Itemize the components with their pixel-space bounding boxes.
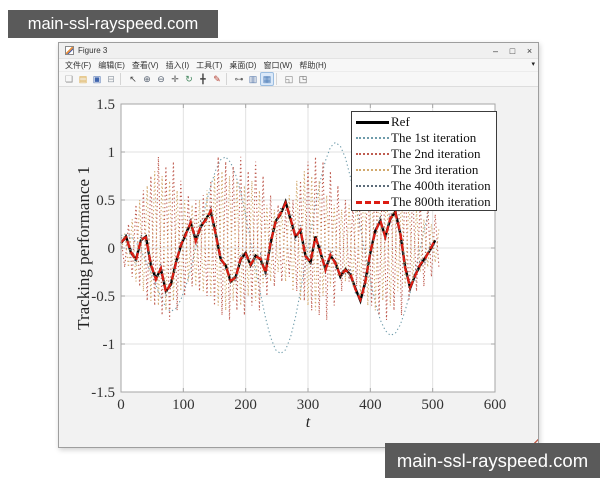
insert-colorbar-icon[interactable]: ▥ bbox=[248, 74, 258, 84]
window-titlebar[interactable]: Figure 3 – □ × bbox=[59, 43, 538, 59]
y-tick-label: -1 bbox=[103, 337, 116, 353]
legend-label: The 400th iteration bbox=[391, 178, 491, 193]
menu-item-help[interactable]: 帮助(H) bbox=[299, 60, 327, 70]
edit-plot-icon[interactable]: ↖ bbox=[129, 74, 137, 84]
watermark-bottom-right: main-ssl-rayspeed.com bbox=[385, 443, 600, 478]
legend-item: Ref bbox=[356, 114, 496, 130]
legend-line-sample-iter3 bbox=[356, 169, 389, 171]
x-tick-label: 0 bbox=[117, 397, 125, 413]
legend-item: The 800th iteration bbox=[356, 194, 496, 210]
open-file-icon[interactable]: ▤ bbox=[78, 74, 88, 84]
window-controls: – □ × bbox=[487, 43, 538, 58]
insert-legend-icon[interactable]: ▦ bbox=[260, 72, 274, 86]
legend-label: The 1st iteration bbox=[391, 130, 477, 145]
zoom-out-icon[interactable]: ⊖ bbox=[157, 74, 165, 84]
zoom-in-icon[interactable]: ⊕ bbox=[143, 74, 151, 84]
menu-item-window[interactable]: 窗口(W) bbox=[263, 60, 293, 70]
x-tick-label: 200 bbox=[234, 397, 257, 413]
y-tick-label: -1.5 bbox=[91, 385, 115, 401]
menu-item-tools[interactable]: 工具(T) bbox=[196, 60, 223, 70]
menu-item-edit[interactable]: 编辑(E) bbox=[98, 60, 125, 70]
y-tick-label: 0 bbox=[108, 241, 116, 257]
menu-item-file[interactable]: 文件(F) bbox=[65, 60, 92, 70]
close-button[interactable]: × bbox=[526, 45, 533, 56]
menu-bar: 文件(F) 编辑(E) 查看(V) 插入(I) 工具(T) 桌面(D) 窗口(W… bbox=[59, 59, 538, 72]
x-tick-label: 600 bbox=[484, 397, 507, 413]
legend-label: The 3rd iteration bbox=[391, 162, 479, 177]
toolbar: ❏ ▤ ▣ ⊟ ↖ ⊕ ⊖ ✛ ↻ ╋ ✎ ⊶ ▥ ▦ ◱ ◳ bbox=[59, 72, 538, 87]
series-iter800 bbox=[120, 199, 437, 303]
toolbar-separator bbox=[120, 73, 124, 85]
legend-line-sample-iter800 bbox=[356, 200, 389, 204]
legend-item: The 2nd iteration bbox=[356, 146, 496, 162]
menu-item-insert[interactable]: 插入(I) bbox=[165, 60, 190, 70]
dock-figure-icon[interactable]: ◱ bbox=[284, 74, 294, 84]
x-tick-label: 300 bbox=[297, 397, 320, 413]
y-axis-label: Tracking performance 1 bbox=[74, 166, 93, 330]
y-tick-label: -0.5 bbox=[91, 289, 115, 305]
legend-line-sample-iter2 bbox=[356, 153, 389, 155]
y-tick-label: 0.5 bbox=[96, 193, 115, 209]
series-iter1 bbox=[120, 141, 436, 355]
x-tick-label: 400 bbox=[359, 397, 382, 413]
save-icon[interactable]: ▣ bbox=[92, 74, 102, 84]
legend-item: The 3rd iteration bbox=[356, 162, 496, 178]
legend-label: Ref bbox=[391, 114, 410, 129]
watermark-top-left: main-ssl-rayspeed.com bbox=[8, 10, 218, 38]
legend-label: The 2nd iteration bbox=[391, 146, 481, 161]
data-cursor-icon[interactable]: ╋ bbox=[200, 74, 206, 84]
x-axis-label: t bbox=[306, 414, 311, 431]
minimize-button[interactable]: – bbox=[492, 45, 498, 56]
resize-grip[interactable] bbox=[529, 438, 538, 447]
legend[interactable]: Ref The 1st iteration The 2nd iteration … bbox=[351, 111, 497, 211]
rotate-3d-icon[interactable]: ↻ bbox=[185, 74, 193, 84]
new-file-icon[interactable]: ❏ bbox=[64, 74, 74, 84]
matlab-figure-window: Figure 3 – □ × 文件(F) 编辑(E) 查看(V) 插入(I) 工… bbox=[58, 42, 539, 448]
y-tick-label: 1.5 bbox=[96, 97, 115, 113]
legend-line-sample-iter400 bbox=[356, 185, 389, 187]
link-plot-icon[interactable]: ⊶ bbox=[234, 74, 244, 84]
window-title: Figure 3 bbox=[78, 46, 108, 55]
menu-item-view[interactable]: 查看(V) bbox=[131, 60, 159, 70]
menu-item-desktop[interactable]: 桌面(D) bbox=[229, 60, 257, 70]
legend-item: The 1st iteration bbox=[356, 130, 496, 146]
legend-item: The 400th iteration bbox=[356, 178, 496, 194]
matlab-figure-icon bbox=[65, 46, 74, 55]
toolbar-separator bbox=[226, 73, 230, 85]
legend-label: The 800th iteration bbox=[391, 194, 491, 209]
x-tick-label: 100 bbox=[172, 397, 195, 413]
menu-overflow-icon[interactable]: ▾ bbox=[531, 61, 535, 68]
x-tick-label: 500 bbox=[421, 397, 444, 413]
print-icon[interactable]: ⊟ bbox=[107, 74, 115, 84]
legend-line-sample-ref bbox=[356, 120, 389, 124]
pan-icon[interactable]: ✛ bbox=[171, 74, 179, 84]
series-iter2 bbox=[120, 156, 440, 321]
figure-canvas: 0 100 200 300 400 500 600 -1.5 -1 -0.5 0 0.5 1 1.5 t Tr… bbox=[59, 87, 538, 447]
legend-line-sample-iter1 bbox=[356, 137, 389, 139]
y-tick-label: 1 bbox=[108, 145, 116, 161]
maximize-button[interactable]: □ bbox=[509, 45, 516, 56]
brush-icon[interactable]: ✎ bbox=[213, 74, 221, 84]
undock-figure-icon[interactable]: ◳ bbox=[298, 74, 308, 84]
toolbar-separator bbox=[276, 73, 280, 85]
